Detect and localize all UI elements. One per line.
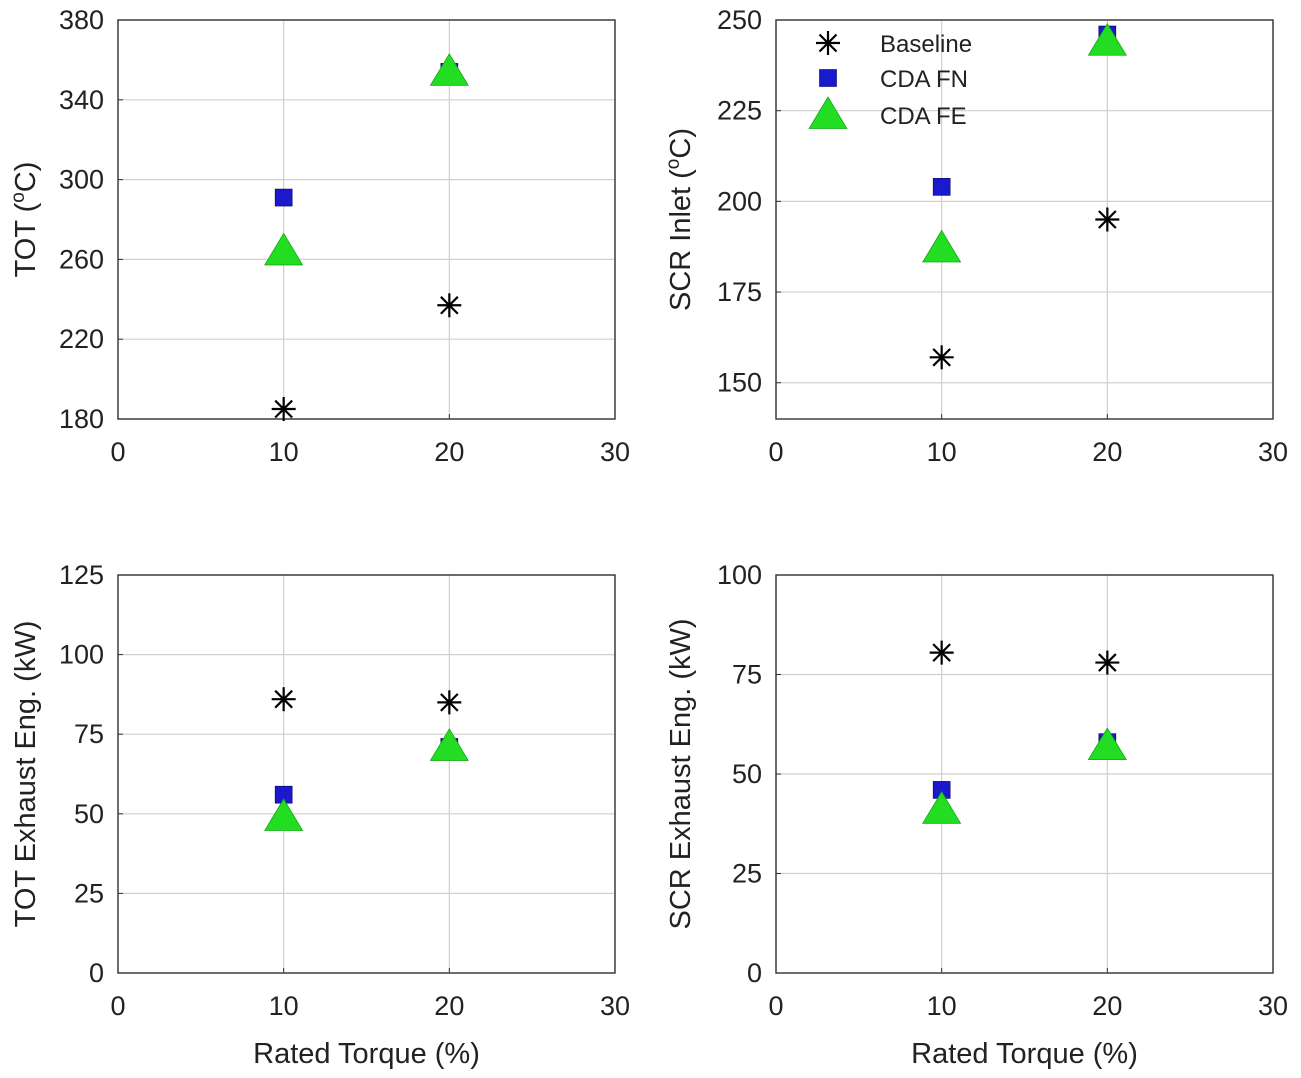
y-tick-label: 250 [717,5,762,35]
x-tick-label: 20 [1092,437,1122,467]
y-tick-label: 125 [59,560,104,590]
y-tick-label: 25 [74,878,104,908]
legend-marker-1 [816,31,840,55]
y-tick-label: 380 [59,5,104,35]
x-tick-label: 0 [768,991,783,1021]
point-cda-fn-1 [932,178,951,196]
y-tick-label: 50 [732,759,762,789]
point-cda-fe-1 [922,229,962,263]
y-tick-label: 340 [59,85,104,115]
point-baseline-2 [437,293,462,318]
x-tick-label: 10 [927,437,957,467]
point-baseline-2 [437,690,462,715]
y-tick-label: 100 [717,560,762,590]
x-tick-label: 20 [434,437,464,467]
chart-panel-2: 0 10 20 30 150 175 200 225 250 SCR Inlet (oC) Base… [663,5,1288,467]
point-cda-fe-2 [1087,727,1127,761]
x-tick-label: 10 [927,991,957,1021]
y-tick-label: 180 [59,404,104,434]
axes-frame [117,574,616,974]
y-tick-label: 150 [717,368,762,398]
y-tick-label: 50 [74,799,104,829]
y-tick-label: 25 [732,859,762,889]
point-cda-fe-1 [264,232,304,266]
point-baseline-1 [271,397,296,422]
x-tick-label: 20 [434,991,464,1021]
y-tick-label: 225 [717,96,762,126]
axes-frame [775,574,1274,974]
point-cda-fe-2 [1087,22,1127,56]
legend-marker-2 [819,69,837,87]
point-cda-fe-1 [922,791,962,824]
point-baseline-1 [929,640,954,665]
point-cda-fn-1 [274,188,293,207]
x-tick-label: 30 [600,991,630,1021]
y-axis-label: SCR Exhaust Eng. (kW) [665,618,697,929]
x-axis-label: Rated Torque (%) [253,1038,480,1070]
y-tick-label: 220 [59,324,104,354]
point-cda-fe-2 [429,728,469,761]
y-axis-label: TOT (oC) [8,162,42,278]
y-axis-label: SCR Inlet (oC) [663,128,697,311]
y-tick-label: 75 [732,660,762,690]
legend-label: CDA FN [880,66,968,93]
x-tick-label: 10 [269,437,299,467]
chart-panel-4: 0 10 20 30 0 25 50 75 100 SCR Exhaust Eng. (kW) Ra… [665,560,1288,1070]
y-tick-label: 175 [717,277,762,307]
plot-area [776,20,1273,419]
plot-area [118,20,615,419]
y-tick-label: 200 [717,186,762,216]
legend-label: CDA FE [880,103,967,130]
y-tick-label: 260 [59,244,104,274]
x-tick-label: 0 [110,437,125,467]
y-tick-label: 300 [59,165,104,195]
x-tick-label: 0 [110,991,125,1021]
y-tick-label: 0 [747,958,762,988]
y-tick-label: 100 [59,640,104,670]
x-axis-label: Rated Torque (%) [911,1038,1138,1070]
point-baseline-1 [929,345,954,370]
x-tick-label: 30 [1258,991,1288,1021]
chart-panel-3: 0 10 20 30 0 25 50 75 100 125 TOT Exhaust Eng. (kW… [10,560,630,1070]
x-tick-label: 30 [1258,437,1288,467]
y-tick-label: 75 [74,719,104,749]
point-baseline-2 [1095,207,1120,232]
x-tick-label: 20 [1092,991,1122,1021]
legend-marker-3 [808,96,848,129]
x-tick-label: 30 [600,437,630,467]
point-baseline-2 [1095,650,1120,675]
chart-panel-1: 0 10 20 30 180 220 260 300 340 380 TOT (oC) [8,5,630,467]
axes-frame [775,19,1274,420]
point-baseline-1 [271,687,296,712]
point-cda-fe-1 [264,798,304,831]
x-tick-label: 10 [269,991,299,1021]
x-tick-label: 0 [768,437,783,467]
point-cda-fe-2 [429,53,469,86]
legend: Baseline CDA FN CDA FE [808,31,972,130]
plot-area [118,575,615,973]
legend-label: Baseline [880,31,972,58]
y-axis-label: TOT Exhaust Eng. (kW) [10,621,42,928]
axes-frame [117,19,616,420]
y-tick-label: 0 [89,958,104,988]
